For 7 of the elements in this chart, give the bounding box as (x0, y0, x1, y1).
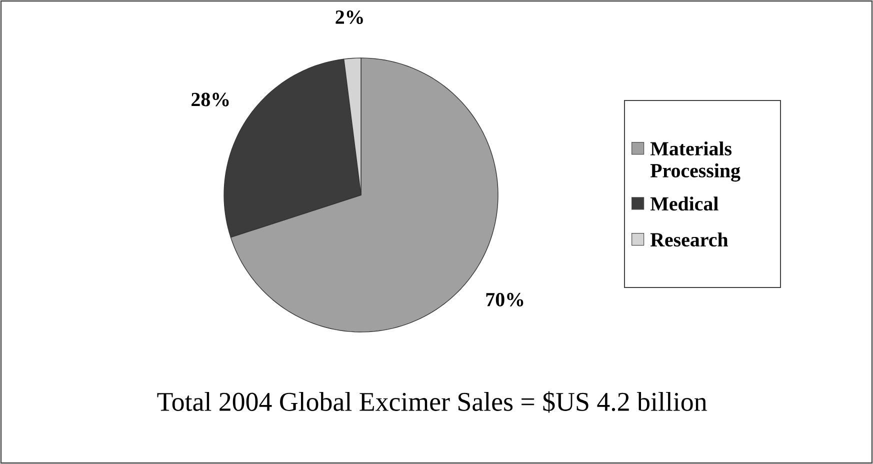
data-label: 28% (192, 92, 229, 106)
data-label: 70% (486, 292, 524, 306)
legend-label: Research (650, 232, 728, 247)
legend-label: Medical (650, 196, 718, 211)
data-label: 2% (336, 10, 363, 24)
legend-label: Materials Processing (650, 141, 740, 182)
text: Total 2004 Global Excimer Sales = $US 4.2 billion (157, 391, 707, 413)
